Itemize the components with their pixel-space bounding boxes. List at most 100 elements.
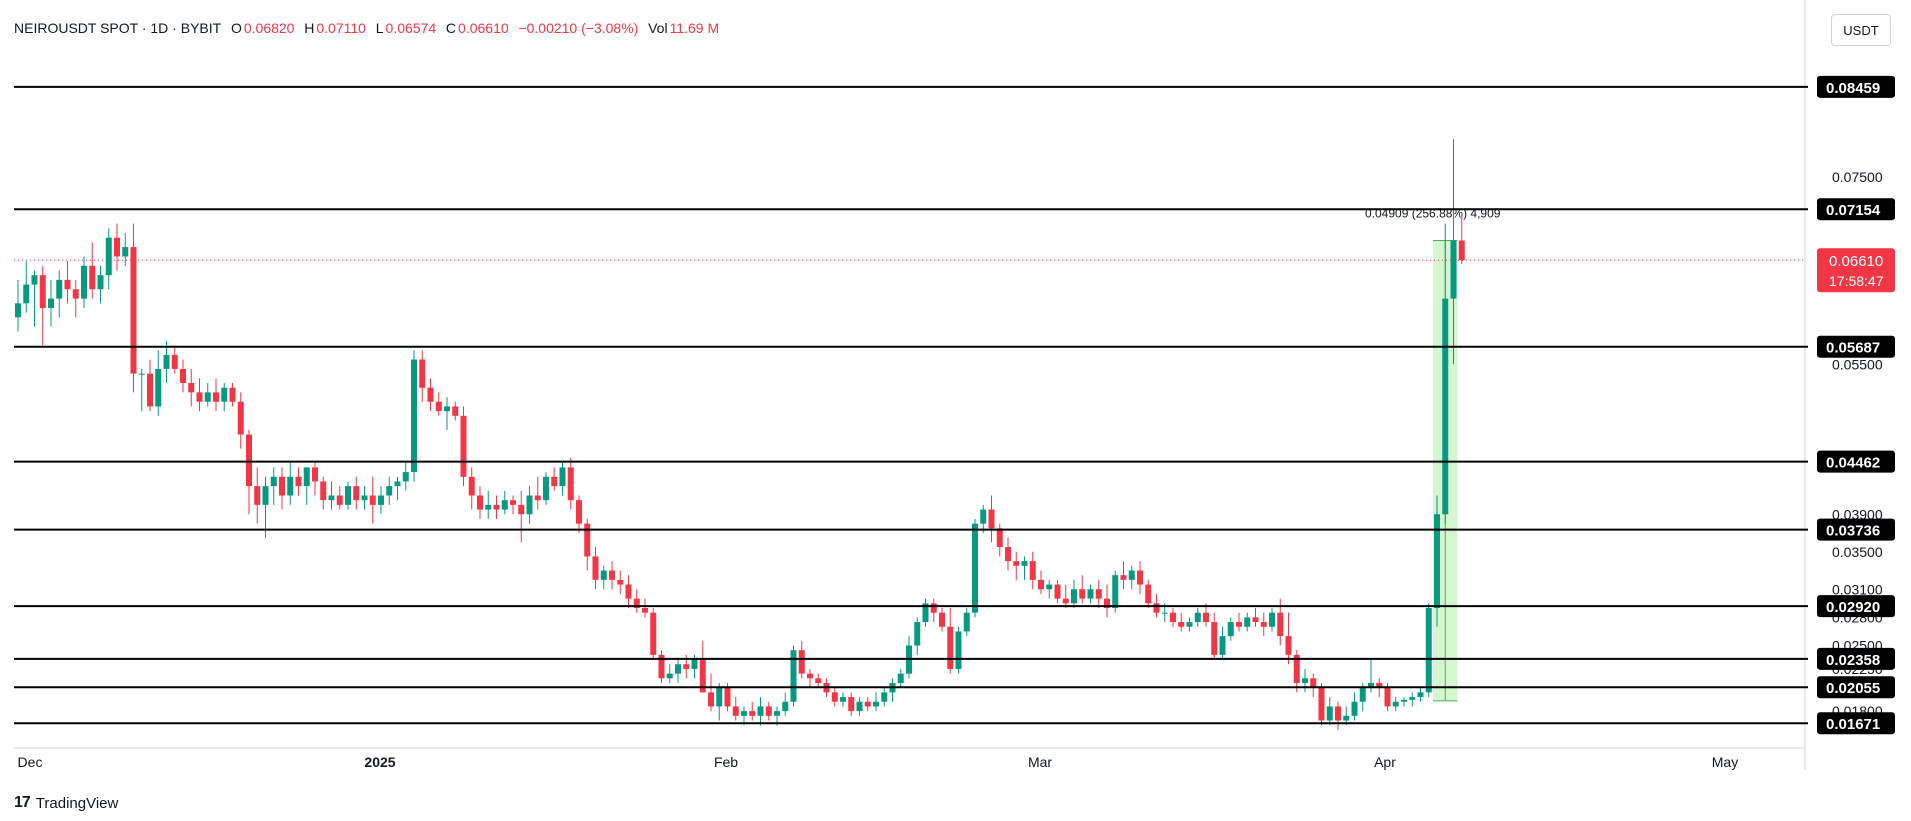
candle-body (1120, 575, 1127, 580)
candle-body (394, 481, 401, 487)
candle-body (1252, 617, 1259, 623)
candle-body (23, 284, 30, 304)
candle-body (336, 495, 343, 505)
candle-body (831, 692, 838, 702)
candle-body (592, 556, 599, 580)
currency-button[interactable]: USDT (1831, 14, 1891, 46)
candle-body (1087, 589, 1094, 599)
candle-body (774, 711, 780, 716)
candle-body (815, 678, 822, 683)
candle-body (576, 500, 582, 524)
candle-body (155, 368, 162, 407)
candle-body (378, 495, 384, 505)
level-tag (1817, 335, 1895, 358)
level-value: 0.02055 (1826, 680, 1880, 697)
candle-body (262, 486, 269, 505)
candle-body (1359, 687, 1366, 702)
candle-body (163, 354, 170, 369)
candle-body (708, 692, 714, 707)
last-price-value: 0.06610 (1829, 253, 1883, 270)
candle-body (89, 265, 96, 290)
candle-countdown: 17:58:47 (1829, 273, 1884, 289)
candle-body (1450, 240, 1457, 299)
candle-body (1054, 584, 1061, 599)
candle-body (1128, 570, 1135, 580)
symbol-label[interactable]: NEIROUSDT SPOT · 1D · BYBIT (14, 20, 222, 36)
candle-body (468, 476, 475, 496)
candle-body (1046, 584, 1053, 590)
candle-body (691, 659, 698, 669)
candle-body (790, 650, 797, 702)
candle-body (81, 265, 87, 299)
candle-body (807, 673, 813, 679)
high-value: 0.07110 (316, 20, 366, 36)
level-value: 0.05687 (1826, 340, 1880, 357)
candle-body (1318, 687, 1325, 721)
level-value: 0.07154 (1826, 202, 1881, 219)
candle-body (493, 504, 500, 510)
candle-body (1005, 547, 1011, 562)
candle-body (642, 608, 648, 613)
volume-label: Vol (648, 20, 668, 36)
candle-body (1095, 589, 1102, 599)
candle-body (526, 495, 533, 515)
candle-body (699, 659, 706, 693)
last-price-tag (1817, 248, 1895, 293)
candle-body (897, 673, 904, 683)
candle-body (221, 387, 228, 402)
candle-body (864, 701, 871, 707)
candle-body (1326, 706, 1333, 721)
candle-body (650, 612, 657, 655)
candle-body (1062, 598, 1069, 604)
candle-body (97, 275, 104, 290)
candle-body (1178, 622, 1185, 627)
candle-body (1434, 514, 1440, 608)
candle-body (625, 584, 632, 599)
candle-body (1277, 612, 1284, 637)
level-tag (1817, 712, 1895, 735)
low-label: L (375, 20, 384, 36)
candle-body (460, 415, 467, 477)
candle-body (1145, 584, 1152, 604)
candle-body (848, 697, 855, 712)
candle-body (988, 509, 995, 529)
open-value: 0.06820 (243, 20, 295, 36)
candle-body (1384, 687, 1391, 707)
candle-body (402, 472, 409, 482)
candle-body (955, 631, 962, 669)
x-tick-label: 2025 (364, 754, 395, 770)
level-value: 0.02920 (1826, 599, 1880, 616)
candle-body (229, 387, 236, 402)
candle-body (1343, 715, 1350, 721)
candle-body (1302, 678, 1308, 683)
candle-body (1227, 622, 1234, 637)
candle-body (1458, 240, 1465, 261)
candle-body (180, 368, 186, 383)
candle-body (1351, 701, 1358, 716)
candle-body (1401, 699, 1407, 702)
candle-body (237, 401, 244, 435)
candle-body (122, 247, 129, 257)
candle-body (15, 303, 21, 318)
candle-body (1335, 706, 1341, 721)
candle-body (1079, 589, 1086, 599)
y-tick-label: 0.03900 (1832, 506, 1883, 522)
candle-body (675, 664, 681, 674)
candle-body (171, 354, 178, 369)
candle-body (1194, 612, 1201, 623)
candle-body (840, 697, 846, 702)
tradingview-brand[interactable]: 17 TradingView (14, 794, 118, 812)
candle-body (749, 711, 756, 716)
candle-body (1392, 701, 1399, 707)
candle-body (947, 626, 954, 669)
candle-body (1104, 598, 1110, 608)
level-value: 0.04462 (1826, 455, 1880, 472)
candle-body (510, 500, 516, 505)
low-value: 0.06574 (385, 20, 437, 36)
candle-body (303, 467, 310, 487)
candle-body (1211, 622, 1218, 655)
candle-body (1029, 561, 1036, 580)
candle-body (1285, 636, 1292, 655)
candle-body (295, 476, 302, 487)
